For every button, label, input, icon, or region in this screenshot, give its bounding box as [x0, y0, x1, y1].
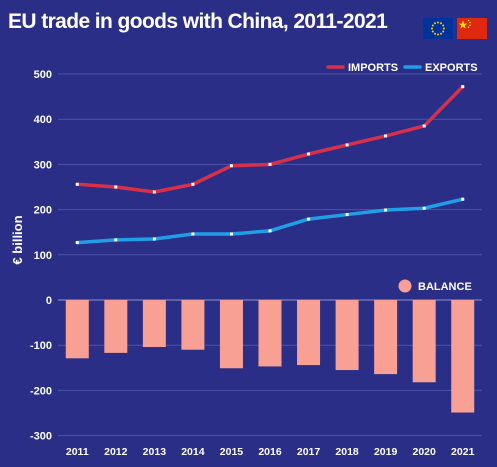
exports-point [229, 232, 233, 236]
imports-point [384, 134, 388, 138]
balance-bar [181, 300, 205, 350]
china-flag-icon [457, 18, 487, 39]
y-tick-label: 500 [34, 69, 52, 81]
exports-point [75, 241, 79, 245]
y-axis-label: € billion [10, 215, 25, 264]
x-tick-label: 2015 [220, 446, 244, 458]
imports-point [229, 164, 233, 168]
exports-point [268, 229, 272, 233]
flags [423, 18, 487, 39]
y-tick-label: 100 [34, 250, 52, 262]
y-tick-label: 200 [34, 205, 52, 217]
exports-point [461, 197, 465, 201]
balance-bar [104, 300, 128, 353]
imports-point [114, 185, 118, 189]
y-tick-label: 300 [34, 159, 52, 171]
y-tick-label: -200 [30, 385, 52, 397]
exports-line [75, 197, 465, 245]
y-tick-label: -100 [30, 340, 52, 352]
x-tick-label: 2012 [104, 446, 128, 458]
balance-bar [412, 300, 436, 383]
imports-line [75, 84, 465, 194]
imports-point [307, 152, 311, 156]
imports-point [75, 182, 79, 186]
balance-bar [258, 300, 282, 367]
x-tick-label: 2020 [413, 446, 437, 458]
exports-point [114, 238, 118, 242]
legend-imports-label: IMPORTS [348, 62, 398, 74]
x-tick-label: 2016 [258, 446, 282, 458]
balance-bar [451, 300, 475, 413]
eu-flag-icon [423, 18, 453, 39]
legend-exports-label: EXPORTS [425, 62, 478, 74]
x-tick-label: 2018 [335, 446, 359, 458]
legend-balance-swatch [398, 279, 412, 293]
exports-point [191, 232, 195, 236]
exports-point [152, 237, 156, 241]
legend-balance-label: BALANCE [418, 281, 472, 293]
chart-title: EU trade in goods with China, 2011-2021 [8, 10, 388, 33]
exports-point [422, 206, 426, 210]
exports-point [384, 208, 388, 212]
exports-point [345, 213, 349, 217]
imports-point [422, 124, 426, 128]
balance-bar [374, 300, 398, 375]
imports-point [191, 182, 195, 186]
balance-bar [335, 300, 359, 371]
imports-point [461, 85, 465, 89]
imports-point [268, 162, 272, 166]
balance-bar [142, 300, 166, 348]
y-tick-label: 400 [34, 114, 52, 126]
exports-point [307, 217, 311, 221]
x-tick-label: 2017 [297, 446, 321, 458]
x-tick-label: 2014 [181, 446, 205, 458]
balance-bar [297, 300, 321, 366]
imports-point [152, 190, 156, 194]
y-tick-label: 0 [46, 295, 52, 307]
x-tick-label: 2013 [143, 446, 167, 458]
x-tick-label: 2021 [451, 446, 475, 458]
balance-bar [65, 300, 89, 359]
balance-bar [219, 300, 243, 369]
x-tick-label: 2011 [66, 446, 89, 458]
y-tick-label: -300 [30, 431, 52, 443]
x-tick-label: 2019 [374, 446, 398, 458]
imports-point [345, 143, 349, 147]
